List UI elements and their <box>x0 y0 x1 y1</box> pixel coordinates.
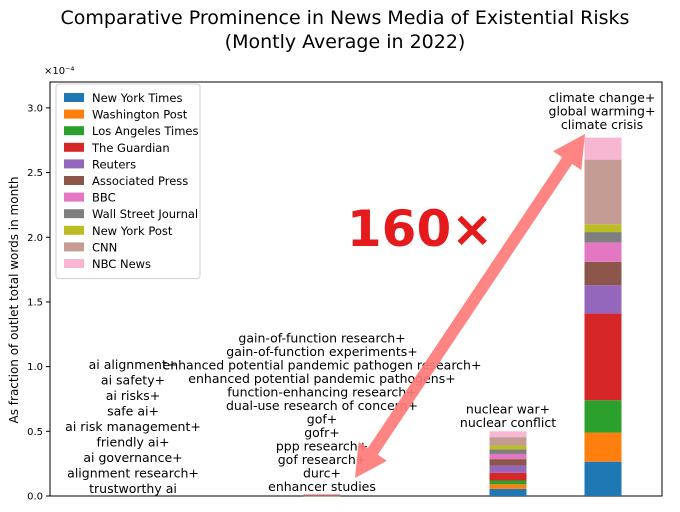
bar-segment <box>489 459 527 466</box>
bar-annotation: ai risk management+ <box>65 419 201 434</box>
y-tick-label: 0.5 <box>27 427 43 438</box>
bar-segment <box>584 432 622 462</box>
y-tick-label: 2.5 <box>27 168 43 179</box>
y-tick-label: 1.0 <box>27 362 43 373</box>
bar-annotation: gain-of-function experiments+ <box>226 344 417 359</box>
legend-label: NBC News <box>92 257 151 271</box>
ratio-annotation: 160× <box>347 200 493 258</box>
bar-segment <box>489 453 527 460</box>
bar-segment <box>584 461 622 496</box>
legend-swatch <box>64 93 84 102</box>
bar-segment <box>489 449 527 454</box>
legend-swatch <box>64 192 84 202</box>
chart-subtitle: (Montly Average in 2022) <box>225 31 466 53</box>
bar-segment <box>489 465 527 473</box>
legend-box <box>55 83 201 280</box>
y-tick-label: 0.0 <box>27 492 43 503</box>
bar-segment <box>584 261 622 286</box>
bar-segment <box>489 437 527 446</box>
bar-segment <box>489 484 527 489</box>
bar-annotation: gofr+ <box>304 425 340 440</box>
bar-annotation: ai safety+ <box>101 373 165 388</box>
y-axis-label: As fraction of outlet total words in mon… <box>7 177 21 424</box>
legend-swatch <box>64 225 84 235</box>
legend-swatch <box>64 259 84 268</box>
bar-segment <box>584 224 622 233</box>
legend-label: Wall Street Journal <box>92 207 198 221</box>
bar-annotation: enhancer studies <box>268 479 376 494</box>
bar-annotation: trustworthy ai <box>89 481 177 496</box>
legend-label: New York Post <box>92 224 173 238</box>
legend-swatch <box>64 176 84 185</box>
bar-annotation: safe ai+ <box>107 404 159 419</box>
legend-label: Associated Press <box>92 174 188 188</box>
bar-annotation: ai risks+ <box>106 388 160 403</box>
bar-annotation: nuclear conflict <box>460 415 556 430</box>
plot-frame <box>49 81 663 497</box>
bar-segment <box>303 493 341 495</box>
legend-label: Los Angeles Times <box>92 124 198 138</box>
bar-segment <box>489 431 527 438</box>
legend-label: New York Times <box>92 91 182 105</box>
y-tick-label: 1.5 <box>27 297 43 308</box>
bar-annotation: gof+ <box>307 412 337 427</box>
bar-annotation: dual-use research of concern+ <box>226 398 418 413</box>
bar-segment <box>584 232 622 243</box>
y-tick-label: 2.0 <box>27 233 43 244</box>
bar-segment <box>584 159 622 225</box>
legend-label: Reuters <box>92 157 136 171</box>
y-tick-label: 3.0 <box>27 103 43 114</box>
bar-annotation: nuclear war+ <box>466 402 550 417</box>
legend-swatch <box>64 109 84 119</box>
bar-segment <box>489 480 527 485</box>
bar-annotation: friendly ai+ <box>96 435 169 450</box>
legend-swatch <box>64 142 84 152</box>
bar-annotation: alignment research+ <box>67 466 199 481</box>
legend-label: BBC <box>92 191 116 205</box>
bar-segment <box>584 285 622 314</box>
legend-swatch <box>64 159 84 169</box>
bar-annotation: gof research+ <box>278 452 367 467</box>
bar-segment <box>489 445 527 450</box>
bar-segment <box>584 137 622 160</box>
bar-annotation: ppp research+ <box>276 439 368 454</box>
bar-annotation: ai governance+ <box>83 450 182 465</box>
bar-annotation: enhanced potential pandemic pathogen res… <box>163 358 482 373</box>
chart-title: Comparative Prominence in News Media of … <box>61 7 630 29</box>
bar-annotation: function-enhancing research+ <box>227 385 416 400</box>
legend-swatch <box>64 209 84 219</box>
bar-segment <box>584 400 622 433</box>
bar-annotation: ai alignment+ <box>89 357 178 372</box>
bar-annotation: climate crisis <box>561 117 643 132</box>
legend-label: CNN <box>92 240 117 254</box>
bar-segment <box>584 313 622 401</box>
bar-annotation: gain-of-function research+ <box>238 331 405 346</box>
comparison-arrow <box>355 134 585 478</box>
bar-annotation: durc+ <box>303 466 341 481</box>
bar-annotation: global warming+ <box>549 104 656 119</box>
legend-label: The Guardian <box>91 141 170 155</box>
y-axis-multiplier: ×10⁻⁴ <box>44 66 74 77</box>
bar-annotation: climate change+ <box>549 90 656 105</box>
legend-swatch <box>64 242 84 252</box>
bar-segment <box>489 472 527 481</box>
bar-segment <box>584 242 622 262</box>
legend-label: Washington Post <box>92 108 188 122</box>
bar-segment <box>489 488 527 496</box>
bar-annotation: enhanced potential pandemic pathogens+ <box>188 371 455 386</box>
legend-swatch <box>64 126 84 136</box>
